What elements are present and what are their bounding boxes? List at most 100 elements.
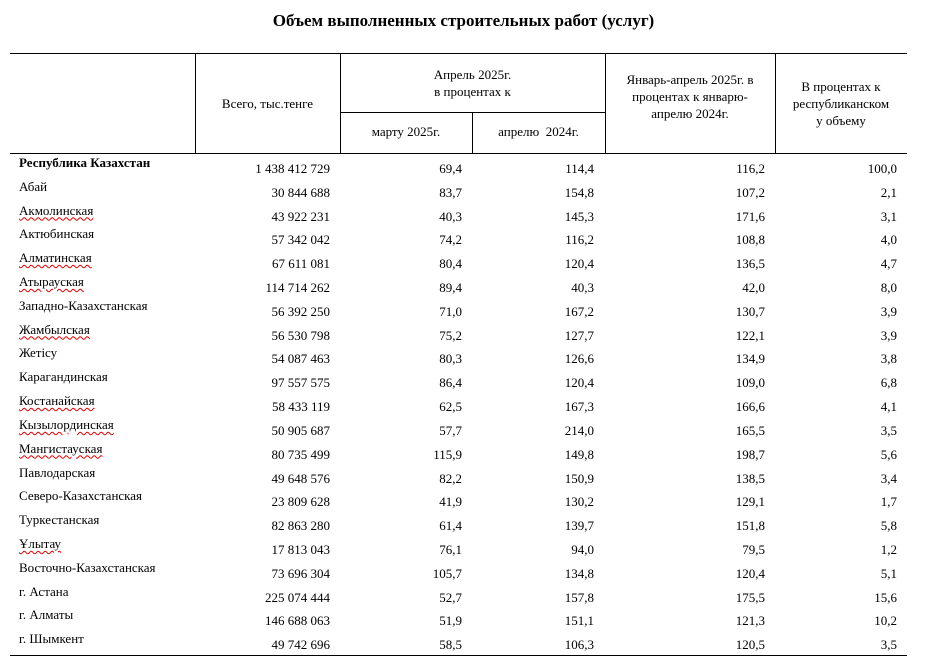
- cell: 79,5: [742, 541, 765, 557]
- cell: 130,2: [564, 494, 594, 510]
- cell: 166,6: [735, 399, 765, 415]
- row-label: Атырауская: [19, 274, 84, 290]
- row-label: Костанайская: [19, 393, 95, 409]
- cell: 61,4: [439, 518, 462, 534]
- cell: 146 688 063: [265, 613, 330, 629]
- row-label: Жамбылская: [19, 321, 90, 337]
- rule: [195, 53, 196, 153]
- cell: 49 648 576: [271, 470, 331, 486]
- cell: 167,3: [564, 399, 594, 415]
- row-label: Актюбинская: [19, 226, 95, 242]
- cell: 3,1: [880, 208, 897, 224]
- cell: 127,7: [564, 327, 594, 343]
- cell: 15,6: [874, 589, 897, 605]
- cell: 82 863 280: [271, 518, 331, 534]
- header-cell: апрелю 2024г.: [498, 124, 579, 139]
- header-cell: В процентах к: [801, 79, 881, 94]
- cell: 97 557 575: [271, 375, 331, 391]
- cell: 5,6: [880, 446, 897, 462]
- cell: 116,2: [736, 161, 765, 176]
- cell: 116,2: [565, 232, 594, 248]
- cell: 145,3: [564, 208, 594, 224]
- cell: 17 813 043: [271, 541, 331, 557]
- header-cell: апрелю 2024г.: [651, 106, 729, 121]
- row-label: Северо-Казахстанская: [19, 488, 143, 504]
- cell: 114 714 262: [265, 280, 330, 296]
- cell: 52,7: [439, 589, 462, 605]
- cell: 151,8: [735, 518, 765, 534]
- cell: 167,2: [564, 303, 594, 319]
- row-label: Кызылординская: [19, 416, 114, 432]
- cell: 3,9: [880, 327, 897, 343]
- title: Объем выполненных строительных работ (ус…: [272, 11, 655, 30]
- cell: 86,4: [439, 375, 462, 391]
- cell: 130,7: [735, 303, 765, 319]
- cell: 134,8: [564, 565, 594, 581]
- cell: 80 735 499: [271, 446, 331, 462]
- row-label: Абай: [19, 178, 48, 194]
- rule: [10, 153, 195, 154]
- header-cell: Апрель 2025г.: [433, 67, 512, 82]
- cell: 83,7: [439, 184, 462, 200]
- row-label: Республика Казахстан: [19, 155, 151, 170]
- header-cell: Всего, тыс.тенге: [221, 96, 314, 111]
- cell: 80,3: [439, 351, 462, 367]
- row-label: Акмолинская: [19, 202, 94, 218]
- cell: 107,2: [735, 184, 765, 200]
- cell: 109,0: [735, 375, 765, 391]
- cell: 57 342 042: [271, 232, 331, 248]
- cell: 171,6: [735, 208, 765, 224]
- cell: 120,4: [735, 565, 765, 581]
- cell: 3,4: [880, 470, 897, 486]
- cell: 154,8: [564, 184, 594, 200]
- cell: 136,5: [735, 256, 765, 272]
- cell: 100,0: [867, 161, 897, 176]
- cell: 5,1: [880, 565, 897, 581]
- cell: 56 392 250: [271, 303, 331, 319]
- cell: 71,0: [439, 303, 462, 319]
- cell: 151,1: [564, 613, 594, 629]
- cell: 50 905 687: [271, 422, 331, 438]
- cell: 80,4: [439, 256, 462, 272]
- cell: 139,7: [564, 518, 594, 534]
- cell: 3,9: [880, 303, 897, 319]
- cell: 122,1: [735, 327, 765, 343]
- rule: [472, 112, 473, 153]
- cell: 3,5: [880, 637, 897, 653]
- cell: 42,0: [742, 280, 765, 296]
- cell: 8,0: [880, 280, 897, 296]
- cell: 2,1: [880, 184, 897, 200]
- cell: 43 922 231: [271, 208, 331, 224]
- cell: 225 074 444: [265, 589, 330, 605]
- cell: 76,1: [439, 541, 462, 557]
- cell: 198,7: [735, 446, 765, 462]
- cell: 41,9: [439, 494, 462, 510]
- cell: 74,2: [439, 232, 462, 248]
- cell: 114,4: [565, 161, 594, 176]
- cell: 69,4: [439, 161, 462, 176]
- cell: 165,5: [735, 422, 765, 438]
- cell: 94,0: [571, 541, 594, 557]
- cell: 67 611 081: [271, 256, 330, 272]
- cell: 57,7: [439, 422, 462, 438]
- row-label: Туркестанская: [19, 512, 100, 528]
- cell: 129,1: [735, 494, 765, 510]
- cell: 134,9: [735, 351, 765, 367]
- cell: 106,3: [564, 637, 594, 653]
- rule: [605, 53, 606, 153]
- cell: 4,0: [880, 232, 897, 248]
- rule: [195, 153, 907, 154]
- cell: 120,4: [564, 375, 594, 391]
- cell: 62,5: [439, 399, 462, 415]
- header-cell: Январь-апрель 2025г. в: [626, 72, 754, 87]
- cell: 4,1: [880, 399, 897, 415]
- row-label: Алматинская: [19, 250, 92, 266]
- row-label: Павлодарская: [19, 464, 96, 480]
- cell: 89,4: [439, 280, 462, 296]
- cell: 1,2: [880, 541, 897, 557]
- row-label: г. Шымкент: [19, 631, 84, 647]
- cell: 149,8: [564, 446, 594, 462]
- cell: 108,8: [735, 232, 765, 248]
- cell: 58 433 119: [271, 399, 330, 415]
